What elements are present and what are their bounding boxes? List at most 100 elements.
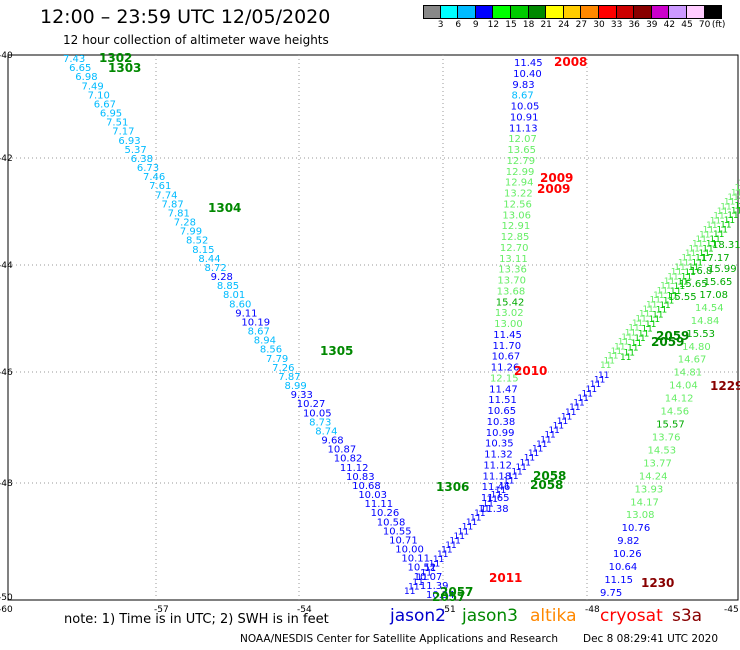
track-mark: 11 [548, 426, 559, 436]
wave-height-value: 6.95 [100, 109, 122, 120]
wave-height-value: 10.64 [609, 562, 638, 573]
legend-label: 15 [505, 20, 517, 30]
track-mark: 11 [474, 509, 485, 519]
lon-label: -48 [585, 605, 600, 615]
wave-height-value: 14.24 [639, 471, 668, 482]
track-mark: 11 [713, 230, 724, 240]
wave-height-value: 7.74 [155, 190, 177, 201]
legend-label: 24 [558, 20, 570, 30]
corner-label: -60 [0, 605, 13, 615]
wave-height-value: 6.38 [131, 154, 153, 165]
wave-height-value: 13.02 [495, 308, 524, 319]
track-mark: 11 [664, 277, 675, 287]
wave-height-value: 7.87 [161, 199, 183, 210]
satellite-jason2: jason2 [390, 606, 446, 626]
legend-swatch [546, 5, 564, 19]
legend-label: 33 [610, 20, 623, 30]
track-mark: 11 [670, 287, 681, 297]
wave-height-value: 13.77 [643, 458, 672, 469]
legend-label: 12 [487, 20, 500, 30]
wave-height-value: 11.13 [509, 123, 538, 134]
legend-swatch [528, 5, 547, 19]
track-mark: 11 [635, 314, 646, 324]
wave-height-value: 13.93 [635, 484, 664, 495]
track-mark: 11 [437, 550, 448, 560]
wave-height-value: 8.94 [254, 336, 276, 347]
wave-height-value: 7.99 [180, 227, 202, 238]
wave-height-value: 13.06 [502, 210, 531, 221]
track-mark: 11 [621, 333, 632, 343]
track-mark: 11 [581, 389, 592, 399]
wave-height-value: 10.07 [414, 572, 443, 583]
track-mark: 11 [624, 348, 635, 358]
track-mark: 11 [632, 319, 643, 329]
track-mark: 11 [421, 569, 432, 579]
wave-height-value: 9.82 [617, 536, 639, 547]
track-mark: 11 [577, 394, 588, 404]
track-mark: 11 [611, 347, 622, 357]
wave-height-value: 10.68 [352, 481, 381, 492]
wave-height-value: 11.38 [480, 504, 509, 515]
wave-height-value: 8.44 [198, 254, 220, 265]
track-mark: 11 [614, 342, 625, 352]
wave-height-value: 10.94 [426, 590, 455, 601]
legend-swatch [423, 5, 441, 19]
wave-height-value: 15.55 [668, 292, 697, 303]
wave-height-value: 12.99 [506, 167, 535, 178]
wave-height-value: 14.80 [682, 342, 711, 353]
track-mark: 11 [663, 296, 674, 306]
wave-height-value: 10.05 [511, 102, 540, 113]
pass-id-label: 1230 [641, 576, 674, 590]
track-mark: 11 [678, 258, 689, 268]
wave-height-value: 11.11 [364, 499, 393, 510]
legend-swatch [686, 5, 705, 19]
track-mark: 11 [688, 263, 699, 273]
track-mark: 11 [408, 582, 419, 592]
legend-label: 39 [646, 20, 658, 30]
lat-label: -40 [0, 51, 13, 61]
wave-height-value: 10.19 [241, 317, 270, 328]
wave-height-value: 10.87 [328, 445, 357, 456]
legend-unit: (ft) [711, 20, 726, 30]
track-mark: 11 [699, 230, 710, 240]
wave-height-value: 14.04 [669, 381, 698, 392]
track-mark: 11 [702, 244, 713, 254]
track-mark: 11 [569, 403, 580, 413]
track-mark: 11 [674, 263, 685, 273]
legend-label: 6 [455, 20, 462, 30]
wave-height-value: 6.98 [75, 72, 97, 83]
lat-label: -50 [0, 593, 13, 603]
wave-height-value: 11.12 [483, 460, 512, 471]
track-mark: 11 [594, 376, 605, 386]
legend-swatch [458, 5, 476, 19]
track-mark: 11 [703, 226, 714, 236]
track-mark: 11 [482, 500, 493, 510]
page-title: 12:00 – 23:59 UTC 12/05/2020 [40, 6, 331, 28]
page-subtitle: 12 hour collection of altimeter wave hei… [63, 33, 329, 47]
wave-height-value: 15.65 [704, 277, 733, 288]
lon-label: -57 [154, 605, 169, 615]
track-mark: 11 [600, 361, 611, 371]
legend-swatch [563, 5, 582, 19]
track-mark: 11 [454, 532, 465, 542]
wave-height-value: 10.67 [492, 352, 521, 363]
track-mark: 11 [684, 268, 695, 278]
track-mark: 11 [627, 344, 638, 354]
wave-height-value: 12.85 [501, 232, 530, 243]
track-mark: 11 [657, 286, 668, 296]
wave-height-value: 12.56 [503, 199, 532, 210]
wave-height-value: 11.70 [492, 341, 521, 352]
track-mark: 11 [466, 518, 477, 528]
track-mark: 11 [699, 249, 710, 259]
pass-id-label: 1305 [320, 344, 353, 358]
track-mark: 11 [645, 320, 656, 330]
lon-label: -54 [297, 605, 312, 615]
track-mark: 11 [659, 301, 670, 311]
track-mark: 11 [618, 338, 629, 348]
wave-height-value: 15.99 [708, 264, 737, 275]
lat-label: -44 [0, 261, 13, 271]
track-mark: 11 [495, 486, 506, 496]
wave-height-value: 7.79 [266, 354, 288, 365]
wave-height-value: 8.60 [229, 299, 251, 310]
